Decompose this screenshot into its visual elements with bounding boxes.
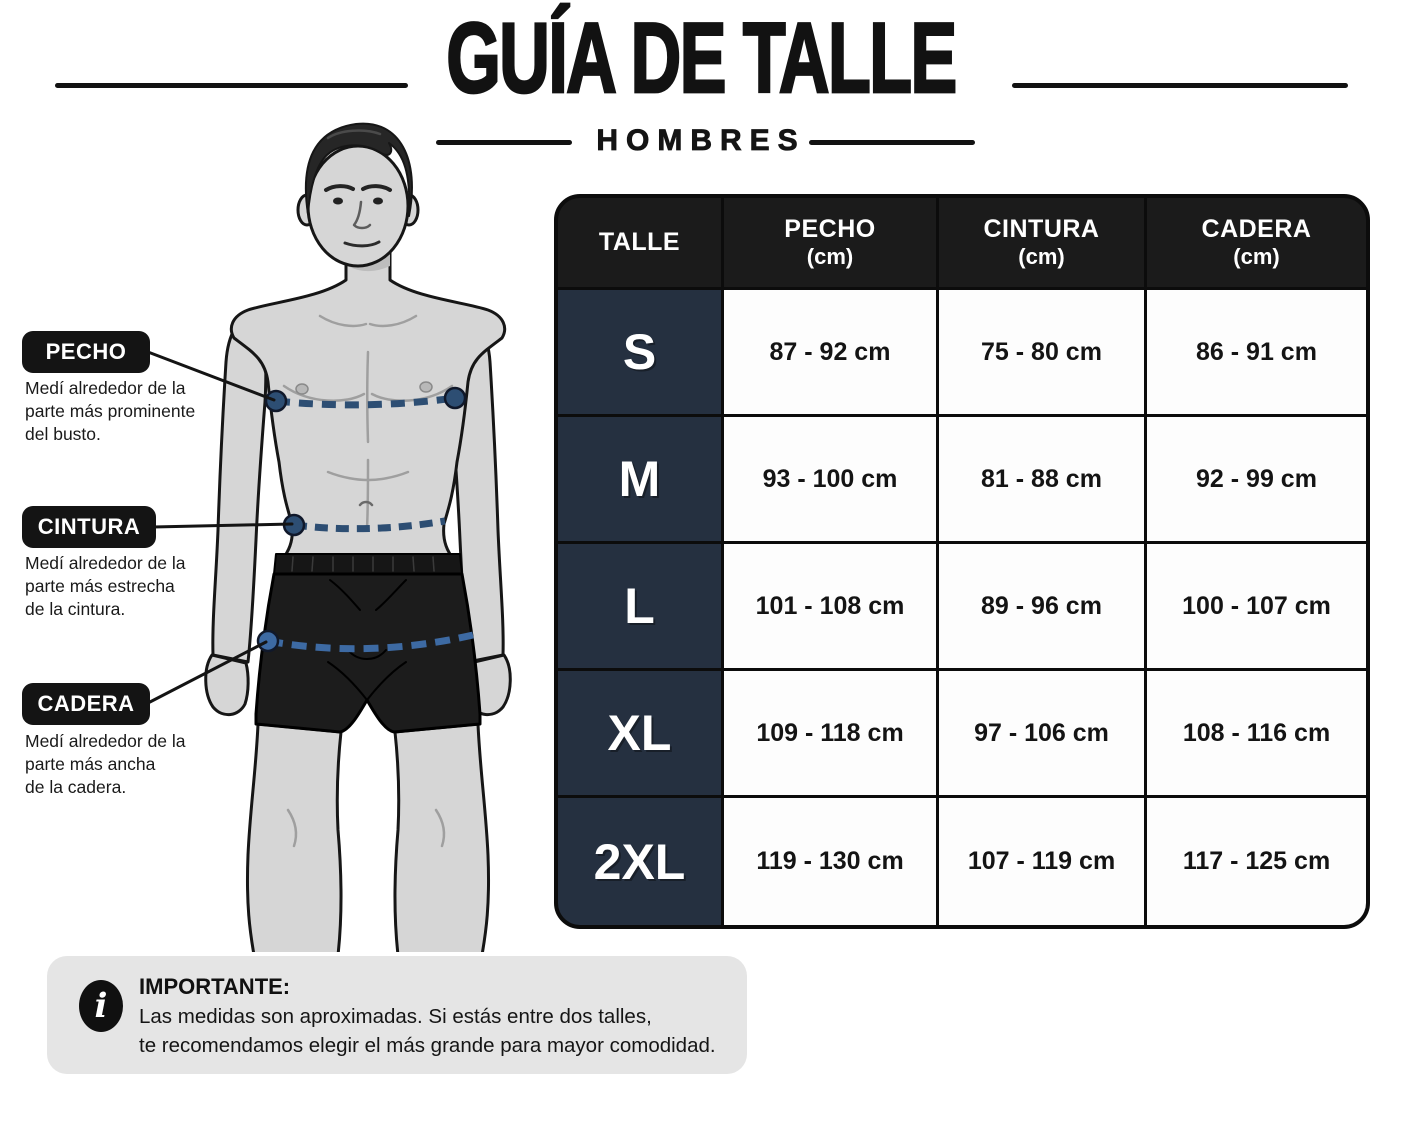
measurement-cell: 87 - 92 cm bbox=[724, 290, 939, 417]
size-cell-xl: XL bbox=[558, 671, 724, 798]
left-leg bbox=[245, 722, 343, 952]
column-header-talle: TALLE bbox=[558, 198, 724, 290]
page-subtitle: HOMBRES bbox=[596, 124, 806, 158]
cadera-label: CADERA bbox=[24, 685, 148, 723]
chest-dot-left bbox=[264, 389, 288, 413]
important-note: i IMPORTANTE: Las medidas son aproximada… bbox=[47, 956, 747, 1074]
column-header-unit: (cm) bbox=[1233, 244, 1280, 270]
subtitle-divider-left bbox=[436, 140, 572, 145]
measurement-cell: 108 - 116 cm bbox=[1147, 671, 1366, 798]
measurement-cell: 101 - 108 cm bbox=[724, 544, 939, 671]
column-header-cintura: CINTURA (cm) bbox=[939, 198, 1147, 290]
subtitle-divider-right bbox=[809, 140, 975, 145]
title-divider-right bbox=[1012, 83, 1348, 88]
page-title: GUÍA DE TALLE bbox=[445, 2, 958, 114]
measurement-cell: 89 - 96 cm bbox=[939, 544, 1147, 671]
column-header-label: CINTURA bbox=[983, 215, 1100, 244]
cadera-description: Medí alrededor de la parte más ancha de … bbox=[25, 731, 186, 798]
right-leg bbox=[393, 722, 491, 952]
measurement-cell: 109 - 118 cm bbox=[724, 671, 939, 798]
shorts bbox=[254, 572, 482, 734]
pecho-label: PECHO bbox=[24, 333, 148, 371]
title-divider-left bbox=[55, 83, 408, 88]
measurement-cell: 97 - 106 cm bbox=[939, 671, 1147, 798]
size-cell-s: S bbox=[558, 290, 724, 417]
hip-dot bbox=[256, 629, 280, 653]
size-cell-m: M bbox=[558, 417, 724, 544]
column-header-cadera: CADERA (cm) bbox=[1147, 198, 1366, 290]
measurement-cell: 92 - 99 cm bbox=[1147, 417, 1366, 544]
column-header-pecho: PECHO (cm) bbox=[724, 198, 939, 290]
column-header-unit: (cm) bbox=[1018, 244, 1065, 270]
measurement-cell: 117 - 125 cm bbox=[1147, 798, 1366, 925]
measurement-cell: 86 - 91 cm bbox=[1147, 290, 1366, 417]
info-icon: i bbox=[79, 980, 123, 1032]
column-header-label: TALLE bbox=[598, 228, 681, 257]
size-cell-2xl: 2XL bbox=[558, 798, 724, 925]
column-header-label: CADERA bbox=[1201, 215, 1312, 244]
measurement-cell: 75 - 80 cm bbox=[939, 290, 1147, 417]
size-cell-l: L bbox=[558, 544, 724, 671]
hair bbox=[304, 122, 413, 217]
measurement-cell: 119 - 130 cm bbox=[724, 798, 939, 925]
waist-dash-line bbox=[293, 517, 446, 533]
face-features bbox=[324, 184, 392, 248]
size-table: TALLE PECHO (cm) CINTURA (cm) CADERA (cm… bbox=[554, 194, 1370, 929]
measurement-cell: 93 - 100 cm bbox=[724, 417, 939, 544]
cintura-description: Medí alrededor de la parte más estrecha … bbox=[25, 553, 186, 620]
measurement-cell: 107 - 119 cm bbox=[939, 798, 1147, 925]
measurement-cell: 81 - 88 cm bbox=[939, 417, 1147, 544]
face bbox=[306, 144, 410, 268]
male-figure-illustration bbox=[204, 122, 512, 952]
navel bbox=[358, 500, 374, 507]
column-header-unit: (cm) bbox=[806, 244, 854, 270]
note-title: IMPORTANTE: bbox=[139, 974, 291, 999]
measurement-cell: 100 - 107 cm bbox=[1147, 544, 1366, 671]
chest-dot-right bbox=[443, 386, 467, 410]
cintura-label: CINTURA bbox=[24, 508, 154, 546]
left-hand bbox=[204, 653, 250, 716]
hip-dash-line bbox=[267, 631, 474, 653]
note-body: Las medidas son aproximadas. Si estás en… bbox=[139, 1005, 716, 1058]
pecho-description: Medí alrededor de la parte más prominent… bbox=[25, 378, 196, 445]
column-header-label: PECHO bbox=[784, 215, 876, 244]
waist-dot bbox=[282, 513, 306, 537]
